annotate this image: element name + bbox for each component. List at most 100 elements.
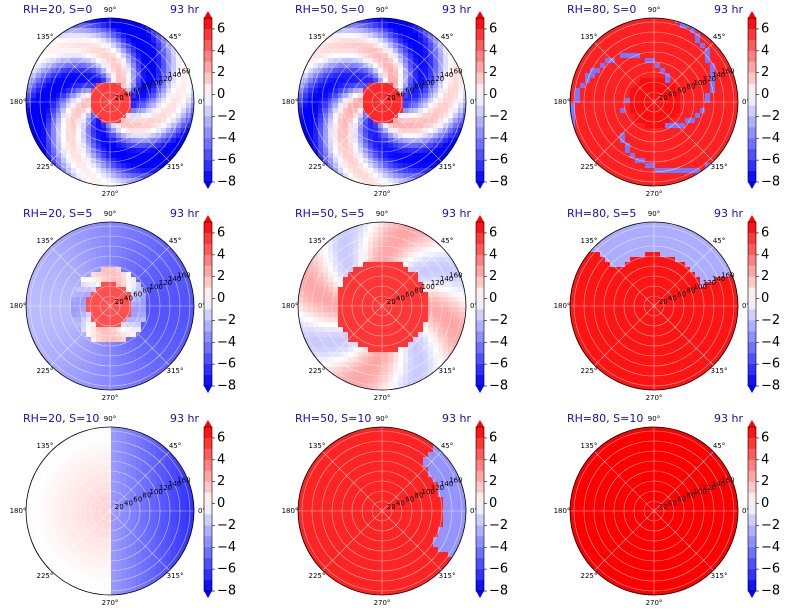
heatmap-cell xyxy=(393,153,399,159)
heatmap-cell xyxy=(363,232,369,238)
heatmap-cell xyxy=(600,98,606,104)
heatmap-cell xyxy=(453,83,459,89)
heatmap-cell xyxy=(363,23,369,29)
heatmap-cell xyxy=(595,108,601,114)
heatmap-cell xyxy=(96,372,102,378)
heatmap-cell xyxy=(418,53,424,59)
heatmap-cell xyxy=(433,312,439,318)
heatmap-cell xyxy=(378,23,384,29)
heatmap-cell xyxy=(675,33,681,39)
heatmap-cell xyxy=(61,58,67,64)
heatmap-cell xyxy=(151,367,157,373)
heatmap-cell xyxy=(91,302,97,308)
heatmap-cell xyxy=(313,118,319,124)
heatmap-cell xyxy=(101,237,107,243)
heatmap-cell xyxy=(650,78,656,84)
heatmap-cell xyxy=(328,123,334,129)
heatmap-cell xyxy=(161,267,167,273)
heatmap-cell xyxy=(610,83,616,89)
heatmap-cell xyxy=(171,317,177,323)
heatmap-cell xyxy=(338,78,344,84)
heatmap-cell xyxy=(141,262,147,268)
heatmap-cell xyxy=(116,222,122,228)
heatmap-cell xyxy=(680,118,686,124)
heatmap-cell xyxy=(378,133,384,139)
heatmap-cell xyxy=(348,372,354,378)
heatmap-cell xyxy=(161,337,167,343)
heatmap-cell xyxy=(81,357,87,363)
heatmap-cell xyxy=(590,123,596,129)
heatmap-cell xyxy=(76,362,82,368)
heatmap-cell xyxy=(358,307,364,313)
heatmap-cell xyxy=(81,262,87,268)
heatmap-cell xyxy=(31,282,37,288)
heatmap-cell xyxy=(51,83,57,89)
heatmap-cell xyxy=(166,148,172,154)
heatmap-cell xyxy=(378,73,384,79)
heatmap-cell xyxy=(735,123,738,129)
heatmap-cell xyxy=(86,58,92,64)
heatmap-cell xyxy=(403,267,409,273)
radial-tick-label: 120 xyxy=(159,279,172,287)
heatmap-cell xyxy=(313,123,319,129)
heatmap-cell xyxy=(151,352,157,358)
heatmap-cell xyxy=(66,302,72,308)
heatmap-cell xyxy=(121,63,127,69)
heatmap-cell xyxy=(670,98,676,104)
heatmap-cell xyxy=(156,332,162,338)
heatmap-cell xyxy=(393,292,399,298)
heatmap-cell xyxy=(660,28,666,34)
angle-label: 270° xyxy=(646,190,663,198)
heatmap-cell xyxy=(121,367,127,373)
heatmap-cell xyxy=(66,148,72,154)
heatmap-cell xyxy=(131,58,137,64)
heatmap-cell xyxy=(625,93,631,99)
angular-gridline xyxy=(109,305,170,366)
heatmap-cell xyxy=(41,352,47,358)
heatmap-cell xyxy=(438,143,444,149)
heatmap-cell xyxy=(363,262,369,268)
heatmap-cell xyxy=(393,282,399,288)
heatmap-cell xyxy=(680,68,686,74)
heatmap-cell xyxy=(116,68,122,74)
heatmap-cell xyxy=(408,247,414,253)
heatmap-cell xyxy=(111,317,117,323)
heatmap-cell xyxy=(353,247,359,253)
heatmap-cell xyxy=(56,332,62,338)
heatmap-cell xyxy=(585,148,591,154)
heatmap-cell xyxy=(121,68,127,74)
heatmap-cell xyxy=(358,272,364,278)
heatmap-cell xyxy=(46,312,52,318)
heatmap-cell xyxy=(403,317,409,323)
heatmap-cell xyxy=(106,143,112,149)
heatmap-cell xyxy=(640,18,646,24)
heatmap-cell xyxy=(348,28,354,34)
heatmap-cell xyxy=(176,118,182,124)
heatmap-cell xyxy=(106,73,112,79)
heatmap-cell xyxy=(61,242,67,248)
radial-tick-label: 80 xyxy=(142,83,151,91)
heatmap-cell xyxy=(373,98,379,104)
heatmap-cell xyxy=(650,38,656,44)
radial-tick-label: 20 xyxy=(115,94,124,102)
heatmap-cell xyxy=(413,272,419,278)
heatmap-cell xyxy=(373,287,379,293)
heatmap-cell xyxy=(106,367,112,373)
heatmap-cell xyxy=(176,68,182,74)
heatmap-cell xyxy=(645,143,651,149)
heatmap-cell xyxy=(318,302,324,308)
heatmap-cell xyxy=(66,342,72,348)
heatmap-cell xyxy=(418,43,424,49)
heatmap-cell xyxy=(660,133,666,139)
heatmap-cell xyxy=(318,262,324,268)
heatmap-cell xyxy=(146,73,152,79)
heatmap-cell xyxy=(348,322,354,328)
heatmap-cell xyxy=(438,118,444,124)
heatmap-cell xyxy=(41,347,47,353)
heatmap-cell xyxy=(388,163,394,169)
heatmap-cell xyxy=(328,232,334,238)
heatmap-cell xyxy=(443,118,449,124)
heatmap-cell xyxy=(443,103,449,109)
heatmap-cell xyxy=(388,183,394,186)
heatmap-cell xyxy=(161,347,167,353)
